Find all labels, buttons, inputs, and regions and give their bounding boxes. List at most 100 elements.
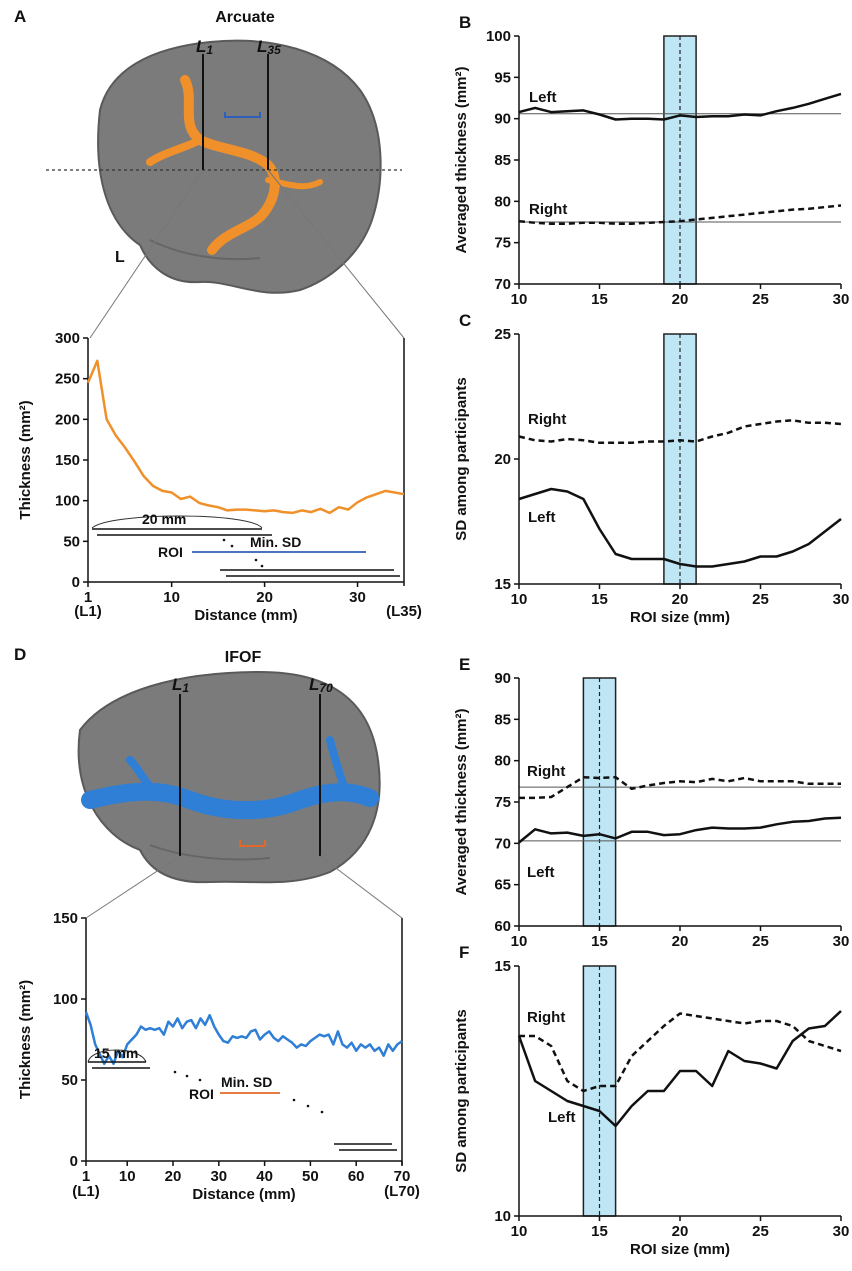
y-tick-label: 85	[494, 152, 511, 169]
window-label: 15 mm	[94, 1045, 138, 1061]
zoom-line-right-a	[267, 169, 405, 339]
y-tick-label: 100	[486, 28, 511, 45]
y-tick-label: 75	[494, 235, 511, 252]
x-tick-label: 30	[349, 589, 366, 606]
y-tick-label: 150	[55, 452, 80, 469]
x-tick-label: 30	[833, 933, 850, 950]
y-tick-label: 0	[72, 574, 80, 591]
series-label-left: Left	[527, 864, 555, 881]
ellipsis-dot-0	[222, 538, 226, 542]
series-label-left: Left	[529, 89, 557, 106]
ellipsis-dot-3	[260, 564, 264, 568]
x-axis-label: Distance (mm)	[194, 607, 297, 624]
series-label-left: Left	[528, 509, 556, 526]
x-tick-label: 1	[82, 1168, 90, 1185]
x-axis-label: ROI size (mm)	[630, 1241, 730, 1258]
chart-e: 60 65 70 75 80 85 90 10 15 20 25 30 Averaged thickne…	[453, 655, 849, 950]
series-line-right	[518, 419, 842, 445]
label-l35-a: L35	[257, 37, 281, 57]
label-l1-d: L1	[172, 675, 189, 695]
y-axis-label: Thickness (mm²)	[17, 400, 34, 519]
y-tick-label: 250	[55, 371, 80, 388]
series-label-right: Right	[527, 763, 565, 780]
x-tick-label: 25	[752, 291, 769, 308]
x-tick-label: 20	[672, 291, 689, 308]
x-tick-label: 20	[256, 589, 273, 606]
ellipsis-dot-1	[230, 544, 234, 548]
brain-shape	[97, 39, 382, 294]
y-tick-label: 90	[494, 111, 511, 128]
series-line-0	[86, 359, 405, 515]
y-tick-label: 100	[55, 493, 80, 510]
x-tick-label: 25	[752, 591, 769, 608]
y-axis-label: SD among participants	[453, 377, 470, 540]
series-label-right: Right	[528, 411, 566, 428]
y-tick-label: 25	[494, 326, 511, 343]
window-label: 20 mm	[142, 511, 186, 527]
series-line-left	[518, 92, 842, 121]
y-tick-label: 50	[63, 533, 80, 550]
series-label-left: Left	[548, 1109, 576, 1126]
panel-letter: F	[459, 943, 469, 962]
x-tick-label: 10	[511, 291, 528, 308]
x-tick-label: 70	[394, 1168, 411, 1185]
x-axis-label: Distance (mm)	[192, 1186, 295, 1203]
zoom-line-left-a	[89, 169, 204, 339]
ellipsis-dot-4	[306, 1104, 310, 1108]
panel-letter: E	[459, 655, 470, 674]
hemisphere-label: L	[115, 249, 125, 266]
y-axis-label: Averaged thickness (mm²)	[453, 708, 470, 895]
y-tick-label: 85	[494, 711, 511, 728]
x-tick-label: 30	[833, 591, 850, 608]
y-tick-label: 15	[494, 958, 511, 975]
roi-bracket-arcuate	[224, 112, 261, 118]
y-tick-label: 90	[494, 670, 511, 687]
chart-ifof-profile: 0 50 100 150 1 10 20 30 40 50 60 70 Thickness (mm²) D…	[17, 910, 420, 1203]
x-tick-label: 20	[672, 933, 689, 950]
y-tick-label: 80	[494, 193, 511, 210]
y-tick-label: 20	[494, 451, 511, 468]
x-end-label-left: (L1)	[72, 1183, 100, 1200]
y-tick-label: 65	[494, 877, 511, 894]
series-line-left	[518, 487, 842, 568]
ellipsis-dot-0	[173, 1070, 177, 1074]
ellipsis-dot-5	[320, 1110, 324, 1114]
x-tick-label: 30	[833, 291, 850, 308]
x-tick-label: 15	[591, 291, 608, 308]
y-tick-label: 200	[55, 411, 80, 428]
x-tick-label: 15	[591, 933, 608, 950]
min-sd-label: Min. SD	[221, 1074, 272, 1090]
optimal-roi-band	[663, 333, 697, 585]
zoom-line-right-d	[319, 855, 403, 919]
label-l70-d: L70	[309, 675, 333, 695]
series-label-right: Right	[529, 201, 567, 218]
x-end-label-left: (L1)	[74, 603, 102, 620]
series-line-right	[518, 204, 842, 225]
ifof-tract	[81, 782, 379, 820]
y-tick-label: 95	[494, 69, 511, 86]
panel-letter: C	[459, 311, 471, 330]
arcuate-title: Arcuate	[215, 9, 275, 26]
chart-b: 70 75 80 85 90 95 100 10 15 20 25 30 Averaged thickn…	[453, 13, 849, 308]
x-tick-label: 1	[84, 589, 92, 606]
y-tick-label: 15	[494, 576, 511, 593]
x-tick-label: 60	[348, 1168, 365, 1185]
y-tick-label: 50	[61, 1072, 78, 1089]
label-l1-a: L1	[196, 37, 213, 57]
y-axis-label: SD among participants	[453, 1009, 470, 1172]
chart-f: 10 15 10 15 20 25 30 SD among participants ROI s…	[453, 943, 849, 1258]
x-tick-label: 10	[119, 1168, 136, 1185]
ellipsis-dot-3	[292, 1098, 296, 1102]
y-tick-label: 100	[53, 991, 78, 1008]
series-line-right	[519, 1012, 842, 1093]
series-line-0	[84, 1011, 403, 1066]
x-tick-label: 25	[752, 1223, 769, 1240]
x-axis-label: ROI size (mm)	[630, 609, 730, 626]
ellipsis-dot-2	[198, 1078, 202, 1082]
x-tick-label: 15	[591, 1223, 608, 1240]
panel-letter: B	[459, 13, 471, 32]
y-axis-label: Thickness (mm²)	[17, 980, 34, 1099]
x-end-label-right: (L70)	[384, 1183, 420, 1200]
y-axis-label: Averaged thickness (mm²)	[453, 66, 470, 253]
